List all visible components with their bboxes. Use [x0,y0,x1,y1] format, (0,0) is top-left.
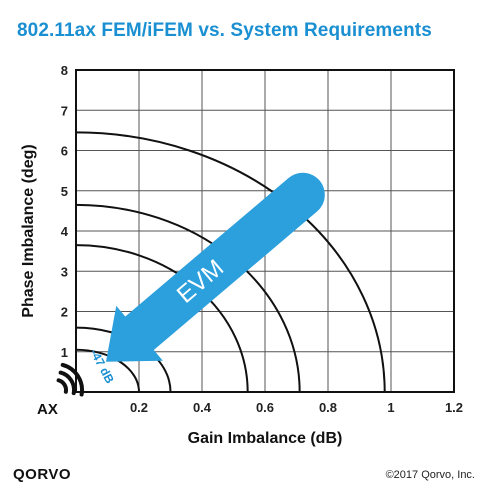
chart-title: 802.11ax FEM/iFEM vs. System Requirement… [17,20,432,41]
y-tick-label: 3 [61,264,68,279]
copyright: ©2017 Qorvo, Inc. [385,469,475,481]
y-tick-label: 2 [61,305,68,320]
x-tick-label: 1.2 [445,400,463,415]
y-tick-label: 7 [61,103,68,118]
y-tick-label: 8 [61,63,68,78]
ax-label: AX [37,401,58,418]
y-tick-labels: 1 2 3 4 5 6 7 8 [61,63,69,360]
x-tick-label: 0.8 [319,400,337,415]
x-tick-label: 0.4 [193,400,212,415]
wifi-arc [56,378,68,394]
wifi-icon [56,362,84,397]
x-tick-label: 0.6 [256,400,274,415]
x-tick-label: 1 [387,400,394,415]
x-tick-label: 0.2 [130,400,148,415]
evm-curve [76,348,140,392]
y-tick-label: 4 [61,224,69,239]
plot-frame [75,69,455,393]
evm-arrow-shape [106,172,325,362]
ax-marker: AX -47 dB [37,347,117,418]
wifi-arc [60,362,84,397]
y-tick-label: 1 [61,345,68,360]
x-tick-labels: 0.2 0.4 0.6 0.8 1 1.2 [130,400,463,415]
wifi-arc [58,370,76,396]
qorvo-logo: QORVO [13,466,72,483]
y-tick-label: 5 [61,184,68,199]
y-axis-label: Phase Imbalance (deg) [20,144,37,317]
y-tick-label: 6 [61,144,68,159]
x-axis-label: Gain Imbalance (dB) [188,430,343,447]
